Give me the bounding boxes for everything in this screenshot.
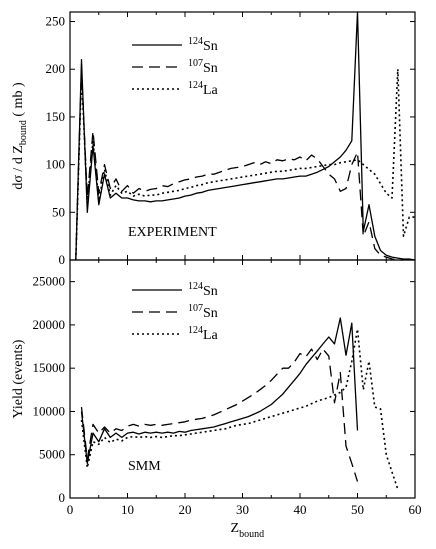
legend-entry: 124Sn	[188, 281, 218, 299]
x-tick-label: 10	[121, 502, 134, 517]
legend-entry: 107Sn	[188, 58, 218, 76]
series-line-sn124	[80, 317, 359, 465]
chart-panel-bottom: 0 10 20 30 40 50 60 0 5000 10000 15000 20000 25000 12…	[11, 259, 422, 540]
panel-annotation: EXPERIMENT	[128, 225, 217, 240]
legend-entry: 124Sn	[188, 36, 218, 54]
x-axis-title: Zbound	[231, 521, 265, 540]
plot-frame	[69, 259, 416, 499]
panel-annotation: SMM	[128, 459, 161, 474]
y-tick-label: 25000	[33, 274, 66, 289]
y-tick-label: 10000	[33, 403, 66, 418]
y-tick-label: 0	[59, 490, 66, 505]
legend-entry: 107Sn	[188, 303, 218, 321]
y-tick-label: 20000	[33, 317, 66, 332]
x-tick-label: 60	[409, 502, 422, 517]
x-tick-label: 0	[67, 502, 74, 517]
y-tick-label: 150	[46, 109, 66, 124]
x-tick-label: 20	[179, 502, 192, 517]
series-line-sn107	[80, 348, 359, 482]
y-tick-label: 100	[46, 157, 66, 172]
series-line-la124	[80, 328, 399, 490]
y-tick-label: 0	[59, 252, 66, 267]
y-tick-label: 15000	[33, 360, 66, 375]
series-line-sn124	[75, 11, 416, 261]
x-tick-label: 40	[294, 502, 307, 517]
y-tick-label: 5000	[39, 447, 65, 462]
y-tick-label: 200	[46, 61, 66, 76]
series-line-la124	[75, 68, 415, 261]
y-tick-label: 250	[46, 14, 66, 29]
y-axis-title: Yield (events)	[11, 339, 26, 418]
x-tick-label: 30	[236, 502, 249, 517]
legend-entry: 124La	[188, 80, 219, 98]
chart-panel-top: 0 50 100 150 200 250 124Sn 107Sn 124La EXPERIMENT…	[11, 11, 416, 267]
y-tick-label: 50	[52, 204, 65, 219]
x-tick-label: 50	[351, 502, 364, 517]
series-line-sn107	[75, 68, 404, 261]
legend-entry: 124La	[188, 325, 219, 343]
y-axis-title: dσ / d Zbound ( mb )	[11, 82, 29, 190]
